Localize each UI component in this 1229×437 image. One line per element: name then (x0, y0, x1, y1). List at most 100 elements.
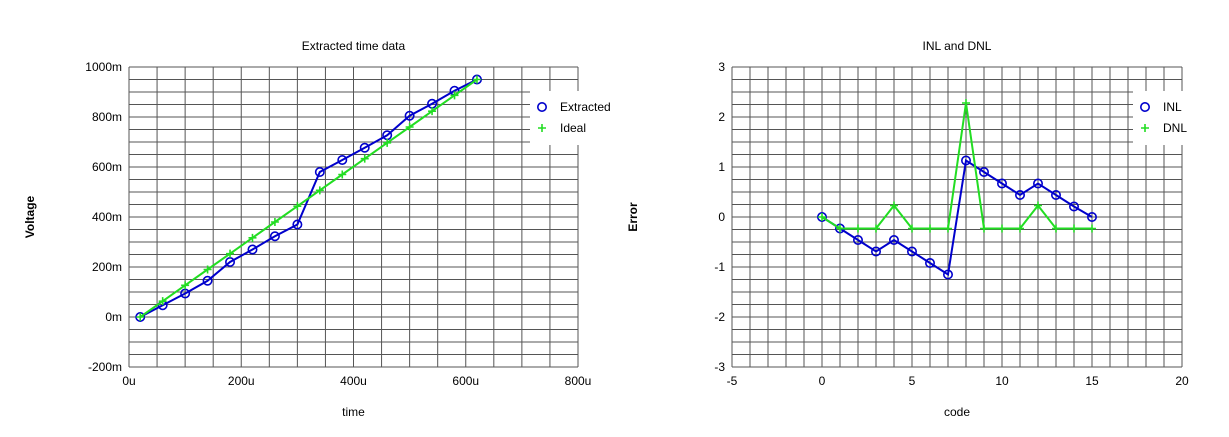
y-tick-label: -2 (714, 310, 725, 324)
data-point (888, 235, 899, 246)
y-tick-label: 1 (718, 160, 725, 174)
data-point (960, 155, 971, 166)
data-point (816, 212, 827, 223)
series-dnl (818, 99, 1096, 233)
data-point (181, 281, 190, 290)
y-axis-label: Voltage (23, 195, 37, 238)
data-point (926, 224, 934, 233)
data-point (1087, 212, 1098, 223)
legend-marker (1140, 102, 1151, 113)
legend-box (530, 91, 620, 145)
data-point (852, 235, 863, 246)
data-point (998, 224, 1006, 233)
data-point (1052, 224, 1060, 233)
series-ideal (136, 75, 481, 321)
y-tick-label: 1000m (85, 60, 122, 74)
data-point (996, 178, 1007, 189)
data-point (405, 123, 414, 131)
data-point (1088, 224, 1096, 233)
y-tick-label: 800m (92, 110, 122, 124)
x-axis-label: time (342, 405, 365, 419)
data-point (428, 107, 437, 116)
data-point (135, 311, 146, 322)
grid (128, 66, 579, 368)
x-tick-label: 800u (565, 374, 592, 388)
data-point (1034, 201, 1042, 210)
y-tick-label: 3 (718, 60, 725, 74)
y-tick-label: -3 (714, 360, 725, 374)
x-tick-label: 200u (228, 374, 255, 388)
y-tick-label: -200m (88, 360, 122, 374)
x-tick-label: 0 (819, 374, 826, 388)
data-point (908, 224, 916, 233)
data-point (247, 244, 258, 255)
legend-marker (536, 102, 547, 113)
legend-label: Extracted (560, 100, 611, 114)
x-tick-label: 600u (452, 374, 479, 388)
legend-marker (1141, 124, 1149, 132)
data-point (870, 246, 881, 257)
data-point (942, 269, 953, 280)
x-tick-label: 0u (122, 374, 135, 388)
data-point (270, 218, 279, 226)
data-point (818, 213, 826, 221)
y-tick-label: 200m (92, 260, 122, 274)
data-point (360, 154, 369, 163)
data-point (1051, 190, 1062, 201)
data-point (248, 233, 257, 242)
x-axis-label: code (944, 405, 970, 419)
legend-label: Ideal (560, 121, 586, 135)
data-point (404, 110, 415, 121)
chart-title: Extracted time data (302, 39, 406, 53)
data-point (906, 246, 917, 257)
y-tick-label: 0 (718, 210, 725, 224)
legend: INL DNL (1133, 91, 1193, 145)
y-tick-label: 2 (718, 110, 725, 124)
x-tick-label: 10 (995, 374, 1009, 388)
x-tick-label: 400u (340, 374, 367, 388)
data-point (450, 91, 459, 100)
data-point (158, 297, 167, 306)
chart-title: INL and DNL (923, 39, 992, 53)
y-tick-label: 600m (92, 160, 122, 174)
inl-dnl-chart: INL and DNL code Error -5 0 5 10 15 20 -3 -2 -1 0 1 2 3… (626, 39, 1193, 419)
legend-box (1133, 91, 1193, 145)
data-point (944, 224, 952, 233)
data-point (136, 313, 145, 321)
data-point (202, 275, 213, 286)
data-point (1069, 201, 1080, 212)
legend-label: INL (1163, 100, 1182, 114)
series-line (821, 102, 1092, 230)
data-point (225, 256, 236, 267)
series-inl (816, 155, 1098, 280)
data-point (1016, 224, 1024, 233)
y-tick-label: -1 (714, 260, 725, 274)
data-point (836, 224, 844, 233)
y-axis-label: Error (626, 202, 640, 232)
data-point (383, 138, 392, 147)
data-point (359, 142, 370, 153)
data-point (890, 201, 898, 210)
data-point (854, 224, 862, 233)
data-point (978, 167, 989, 178)
data-point (226, 249, 235, 258)
data-point (1070, 224, 1078, 233)
data-point (1014, 190, 1025, 201)
data-point (269, 231, 280, 242)
series-line (139, 78, 478, 318)
data-point (472, 75, 481, 84)
x-tick-label: -5 (727, 374, 738, 388)
data-point (1033, 178, 1044, 189)
x-tick-label: 15 (1085, 374, 1099, 388)
x-tick-label: 20 (1175, 374, 1189, 388)
data-point (337, 155, 348, 166)
data-point (980, 224, 988, 233)
time-data-chart: Extracted time data time Voltage 0u 200u 400u… (23, 39, 620, 419)
y-tick-label: 0m (105, 310, 122, 324)
y-tick-label: 400m (92, 210, 122, 224)
legend: Extracted Ideal (530, 91, 620, 145)
data-point (962, 99, 970, 107)
x-tick-label: 5 (909, 374, 916, 388)
legend-label: DNL (1163, 121, 1187, 135)
